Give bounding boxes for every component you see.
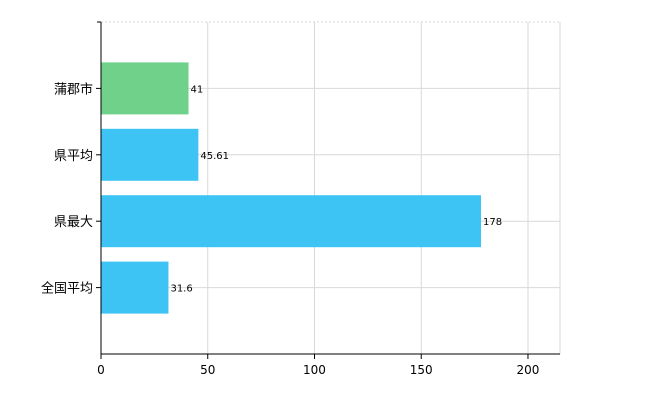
- category-label: 県平均: [54, 149, 93, 164]
- x-tick-label: 150: [410, 363, 433, 377]
- x-tick-label: 200: [517, 363, 540, 377]
- x-tick-label: 50: [200, 363, 215, 377]
- data-label: 31.6: [170, 284, 192, 295]
- x-tick-label: 100: [303, 363, 326, 377]
- bar-0: [101, 62, 189, 115]
- data-label: 45.61: [200, 151, 229, 162]
- bar-3: [101, 261, 169, 314]
- data-label: 41: [191, 84, 204, 95]
- data-label: 178: [483, 217, 502, 228]
- x-tick-label: 0: [97, 363, 105, 377]
- category-label: 蒲郡市: [54, 81, 93, 97]
- category-label: 全国平均: [41, 281, 93, 297]
- bar-2: [101, 195, 482, 248]
- category-label: 県最大: [54, 215, 93, 230]
- bar-1: [101, 128, 199, 181]
